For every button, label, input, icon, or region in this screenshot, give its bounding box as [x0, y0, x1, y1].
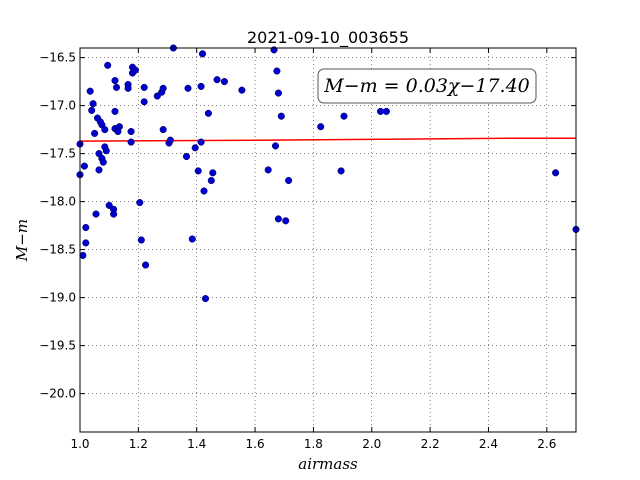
grid-lines [79, 48, 576, 432]
x-tick-label: 2.2 [421, 437, 440, 451]
x-tick-label: 2.6 [537, 437, 556, 451]
data-point [337, 167, 345, 175]
data-point [166, 136, 174, 144]
data-point [209, 169, 217, 177]
data-point [376, 107, 385, 115]
data-point [201, 295, 210, 303]
x-tick-label: 2.0 [362, 437, 381, 451]
x-tick-label: 1.0 [70, 437, 89, 451]
data-point [197, 138, 205, 146]
data-point [102, 147, 110, 155]
data-point [274, 89, 282, 97]
data-point [99, 158, 107, 166]
data-point [142, 261, 150, 269]
y-tick-label: −20.0 [39, 387, 76, 401]
y-tick-label: −19.0 [39, 291, 76, 305]
data-point [159, 126, 167, 134]
data-point [282, 217, 290, 225]
x-tick-label: 2.4 [479, 437, 498, 451]
data-point [140, 98, 148, 106]
data-point [184, 84, 192, 92]
data-point [86, 87, 94, 95]
data-point [140, 83, 148, 91]
data-point [127, 127, 135, 136]
data-point [213, 76, 221, 84]
data-point [91, 129, 99, 137]
data-point [552, 169, 560, 177]
data-point [194, 167, 202, 175]
data-point [111, 77, 119, 85]
data-point [159, 84, 167, 92]
y-axis-label: M−m [13, 219, 31, 262]
data-point [95, 166, 103, 174]
x-tick-label: 1.2 [129, 437, 148, 451]
data-point [89, 100, 97, 108]
data-point [82, 239, 90, 247]
data-point [115, 123, 123, 131]
data-point [124, 84, 132, 92]
annotation-frame [317, 68, 537, 104]
data-point [88, 106, 96, 114]
data-point [105, 201, 113, 209]
data-point [131, 66, 139, 74]
x-axis-ticks: 1.0 1.2 1.4 1.6 1.8 2.0 2.2 2.4 2.6 [70, 48, 556, 451]
data-point [104, 61, 112, 69]
data-point [200, 187, 208, 195]
data-point [317, 123, 325, 131]
data-point [191, 144, 199, 152]
data-point [220, 78, 228, 86]
data-point [80, 162, 88, 170]
data-point [197, 82, 205, 90]
fit-equation: M−m = 0.03χ−17.40 [323, 75, 530, 97]
chart-title: 2021-09-10_003655 [247, 28, 409, 48]
data-point [274, 215, 282, 223]
data-point [137, 236, 145, 244]
data-point [340, 112, 348, 120]
data-point [79, 251, 87, 259]
x-axis-label: airmass [298, 455, 358, 473]
y-tick-label: −16.5 [39, 51, 76, 65]
data-point [271, 142, 280, 150]
x-tick-label: 1.8 [304, 437, 323, 451]
data-point [112, 83, 121, 91]
plot-area [80, 48, 576, 432]
y-axis-ticks: −16.5 −17.0 −17.5 −18.0 −18.5 −19.0 −19.5 −20.0 [39, 51, 576, 401]
x-tick-label: 1.6 [246, 437, 265, 451]
data-point [188, 235, 196, 243]
data-point [207, 176, 215, 185]
fit-line [79, 137, 576, 142]
data-point [238, 86, 246, 94]
data-point [82, 223, 90, 232]
data-point [110, 210, 118, 218]
data-point [92, 210, 100, 218]
data-point [136, 199, 144, 207]
data-point [182, 152, 191, 161]
fit-line-group [79, 137, 576, 142]
data-point [285, 176, 293, 185]
data-point [277, 112, 285, 120]
data-point [382, 107, 390, 115]
data-point [101, 126, 109, 134]
y-tick-label: −18.5 [39, 243, 76, 257]
y-tick-label: −18.0 [39, 195, 76, 209]
data-point [264, 166, 272, 174]
y-tick-label: −17.5 [39, 147, 76, 161]
data-point [273, 67, 281, 75]
x-tick-label: 1.4 [187, 437, 206, 451]
data-point [198, 50, 207, 58]
y-tick-label: −17.0 [39, 99, 76, 113]
plot-frame [79, 47, 577, 433]
annotation-box: M−m = 0.03χ−17.40 [317, 68, 537, 104]
data-point [111, 107, 119, 115]
y-tick-label: −19.5 [39, 339, 76, 353]
data-point [127, 138, 135, 146]
data-point [204, 109, 212, 117]
